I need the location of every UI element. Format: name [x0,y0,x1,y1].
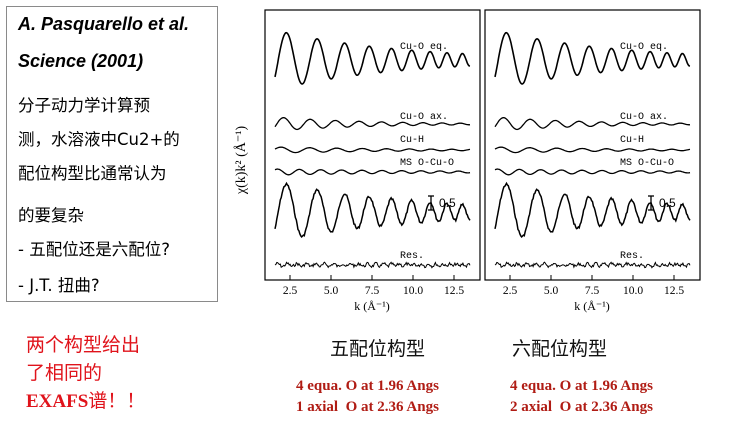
five-curve-total [274,181,471,239]
conclusion-line-1: 两个构型给出 [26,334,141,356]
five-curve-ms-o-cu-o [274,168,471,176]
panel-five-coordination: Cu-O eq. Cu-O ax. Cu-H MS O-Cu-O Res. 0.5 2.5 5… [274,31,471,297]
six-curve-residual [494,261,691,269]
exafs-term: EXAFS [26,391,89,412]
conclusion-suffix: 谱！！ [88,390,146,412]
five-curve-cu-o-ax [274,117,471,131]
five-label-4: Res. [400,251,424,262]
six-xtick-label: 12.5 [664,285,684,297]
five-xtick-label: 10.0 [403,285,423,297]
five-curve-cu-h [274,146,471,154]
five-label-2: Cu-H [400,135,424,146]
reference-author: A. Pasquarello et al. [18,14,190,34]
five-label-3: MS O-Cu-O [400,158,454,169]
reference-journal: Science (2001) [18,51,144,71]
note-line-1: 分子动力学计算预 [18,96,150,115]
five-xtick-label: 2.5 [283,285,298,297]
five-curve-cu-o-eq [274,31,471,85]
note-line-5: - 五配位还是六配位? [18,240,170,259]
conclusion-line-3: EXAFS谱！！ [26,386,145,413]
five-label-1: Cu-O ax. [400,112,448,123]
caption-five-coordination: 五配位构型 [330,338,426,360]
model-five-line-2: 1 axial O at 2.36 Angs [296,399,439,415]
note-line-4: 的要复杂 [18,206,84,225]
x-axis-label-five: k (Å⁻¹) [354,299,390,313]
six-label-2: Cu-H [620,135,644,146]
caption-six-coordination: 六配位构型 [512,338,608,360]
six-xtick-label: 5.0 [544,285,559,297]
six-curve-cu-h [494,146,691,154]
note-line-6: - J.T. 扭曲? [18,276,100,295]
six-xtick-label: 7.5 [585,285,600,297]
six-curve-cu-o-ax [494,117,691,131]
six-curve-total [494,181,691,239]
note-line-2: 测，水溶液中Cu2+的 [18,130,180,149]
six-label-1: Cu-O ax. [620,112,668,123]
model-five-line-1: 4 equa. O at 1.96 Angs [296,378,439,394]
five-xtick-label: 7.5 [365,285,380,297]
model-six-line-1: 4 equa. O at 1.96 Angs [510,378,653,394]
six-curve-cu-o-eq [494,31,691,85]
x-axis-label-six: k (Å⁻¹) [574,299,610,313]
five-scale-label: 0.5 [439,196,456,210]
annotation-box [6,6,218,302]
panel-six-coordination: Cu-O eq. Cu-O ax. Cu-H MS O-Cu-O Res. 0.5 2.5 5… [494,31,691,297]
six-scale-label: 0.5 [659,196,676,210]
six-label-0: Cu-O eq. [620,42,668,53]
conclusion-line-2: 了相同的 [26,362,103,384]
note-line-3: 配位构型比通常认为 [18,164,167,183]
six-label-4: Res. [620,251,644,262]
six-curve-ms-o-cu-o [494,168,691,176]
five-xtick-label: 12.5 [444,285,464,297]
six-xtick-label: 2.5 [503,285,518,297]
five-curve-residual [274,261,471,269]
five-xtick-label: 5.0 [324,285,339,297]
model-six-line-2: 2 axial O at 2.36 Angs [510,399,653,415]
exafs-figure: χ(k)k² (Å⁻¹) Cu-O eq. Cu-O ax. Cu-H MS O-Cu… [233,9,701,313]
five-label-0: Cu-O eq. [400,42,448,53]
six-xtick-label: 10.0 [623,285,643,297]
y-axis-label: χ(k)k² (Å⁻¹) [233,126,249,196]
six-label-3: MS O-Cu-O [620,158,674,169]
